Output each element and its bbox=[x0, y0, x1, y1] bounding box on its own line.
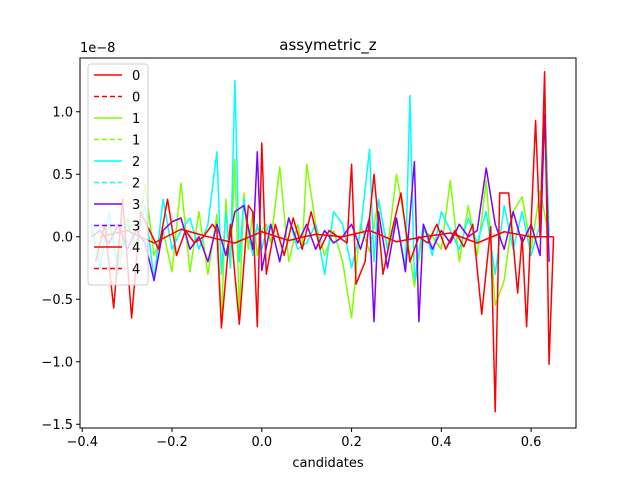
y-axis: −1.5 −1.0 −0.5 0.0 0.5 1.0 bbox=[41, 105, 80, 433]
x-tick-label: 0.6 bbox=[521, 435, 542, 450]
axes-frame bbox=[79, 57, 577, 429]
y-tick-label: −0.5 bbox=[41, 293, 73, 308]
legend-label-3: 3 bbox=[132, 198, 140, 213]
y-tick-label: 0.0 bbox=[52, 230, 73, 245]
x-tick-label: 0.2 bbox=[341, 435, 362, 450]
series-line-0 bbox=[94, 71, 555, 413]
legend-label-1: 1 bbox=[132, 112, 140, 127]
y-offset-label: 1e−8 bbox=[80, 41, 115, 56]
y-tick-label: −1.5 bbox=[41, 418, 73, 433]
x-tick-label: −0.4 bbox=[66, 435, 98, 450]
legend-label-0: 0 bbox=[132, 91, 140, 106]
legend-label-0: 0 bbox=[132, 69, 140, 84]
legend-label-4: 4 bbox=[132, 241, 140, 256]
y-tick-label: 1.0 bbox=[52, 105, 73, 120]
x-axis: −0.4 −0.2 0.0 0.2 0.4 0.6 bbox=[66, 428, 541, 450]
series-line-3 bbox=[90, 113, 550, 323]
y-tick-label: −1.0 bbox=[41, 355, 73, 370]
x-tick-label: 0.0 bbox=[251, 435, 272, 450]
series-line-4 bbox=[100, 228, 554, 244]
series-line-2 bbox=[90, 79, 550, 282]
legend-label-4: 4 bbox=[132, 263, 140, 278]
legend-frame bbox=[87, 63, 149, 286]
legend-label-2: 2 bbox=[132, 177, 140, 192]
legend: 0 0 1 1 2 2 3 3 4 4 bbox=[87, 63, 149, 286]
x-tick-label: 0.4 bbox=[431, 435, 452, 450]
x-axis-label: candidates bbox=[292, 456, 364, 471]
legend-label-2: 2 bbox=[132, 155, 140, 170]
y-tick-label: 0.5 bbox=[52, 168, 73, 183]
chart-title: assymetric_z bbox=[279, 36, 377, 55]
plot-area bbox=[90, 71, 555, 413]
x-tick-label: −0.2 bbox=[156, 435, 188, 450]
legend-label-1: 1 bbox=[132, 134, 140, 149]
legend-label-3: 3 bbox=[132, 220, 140, 235]
